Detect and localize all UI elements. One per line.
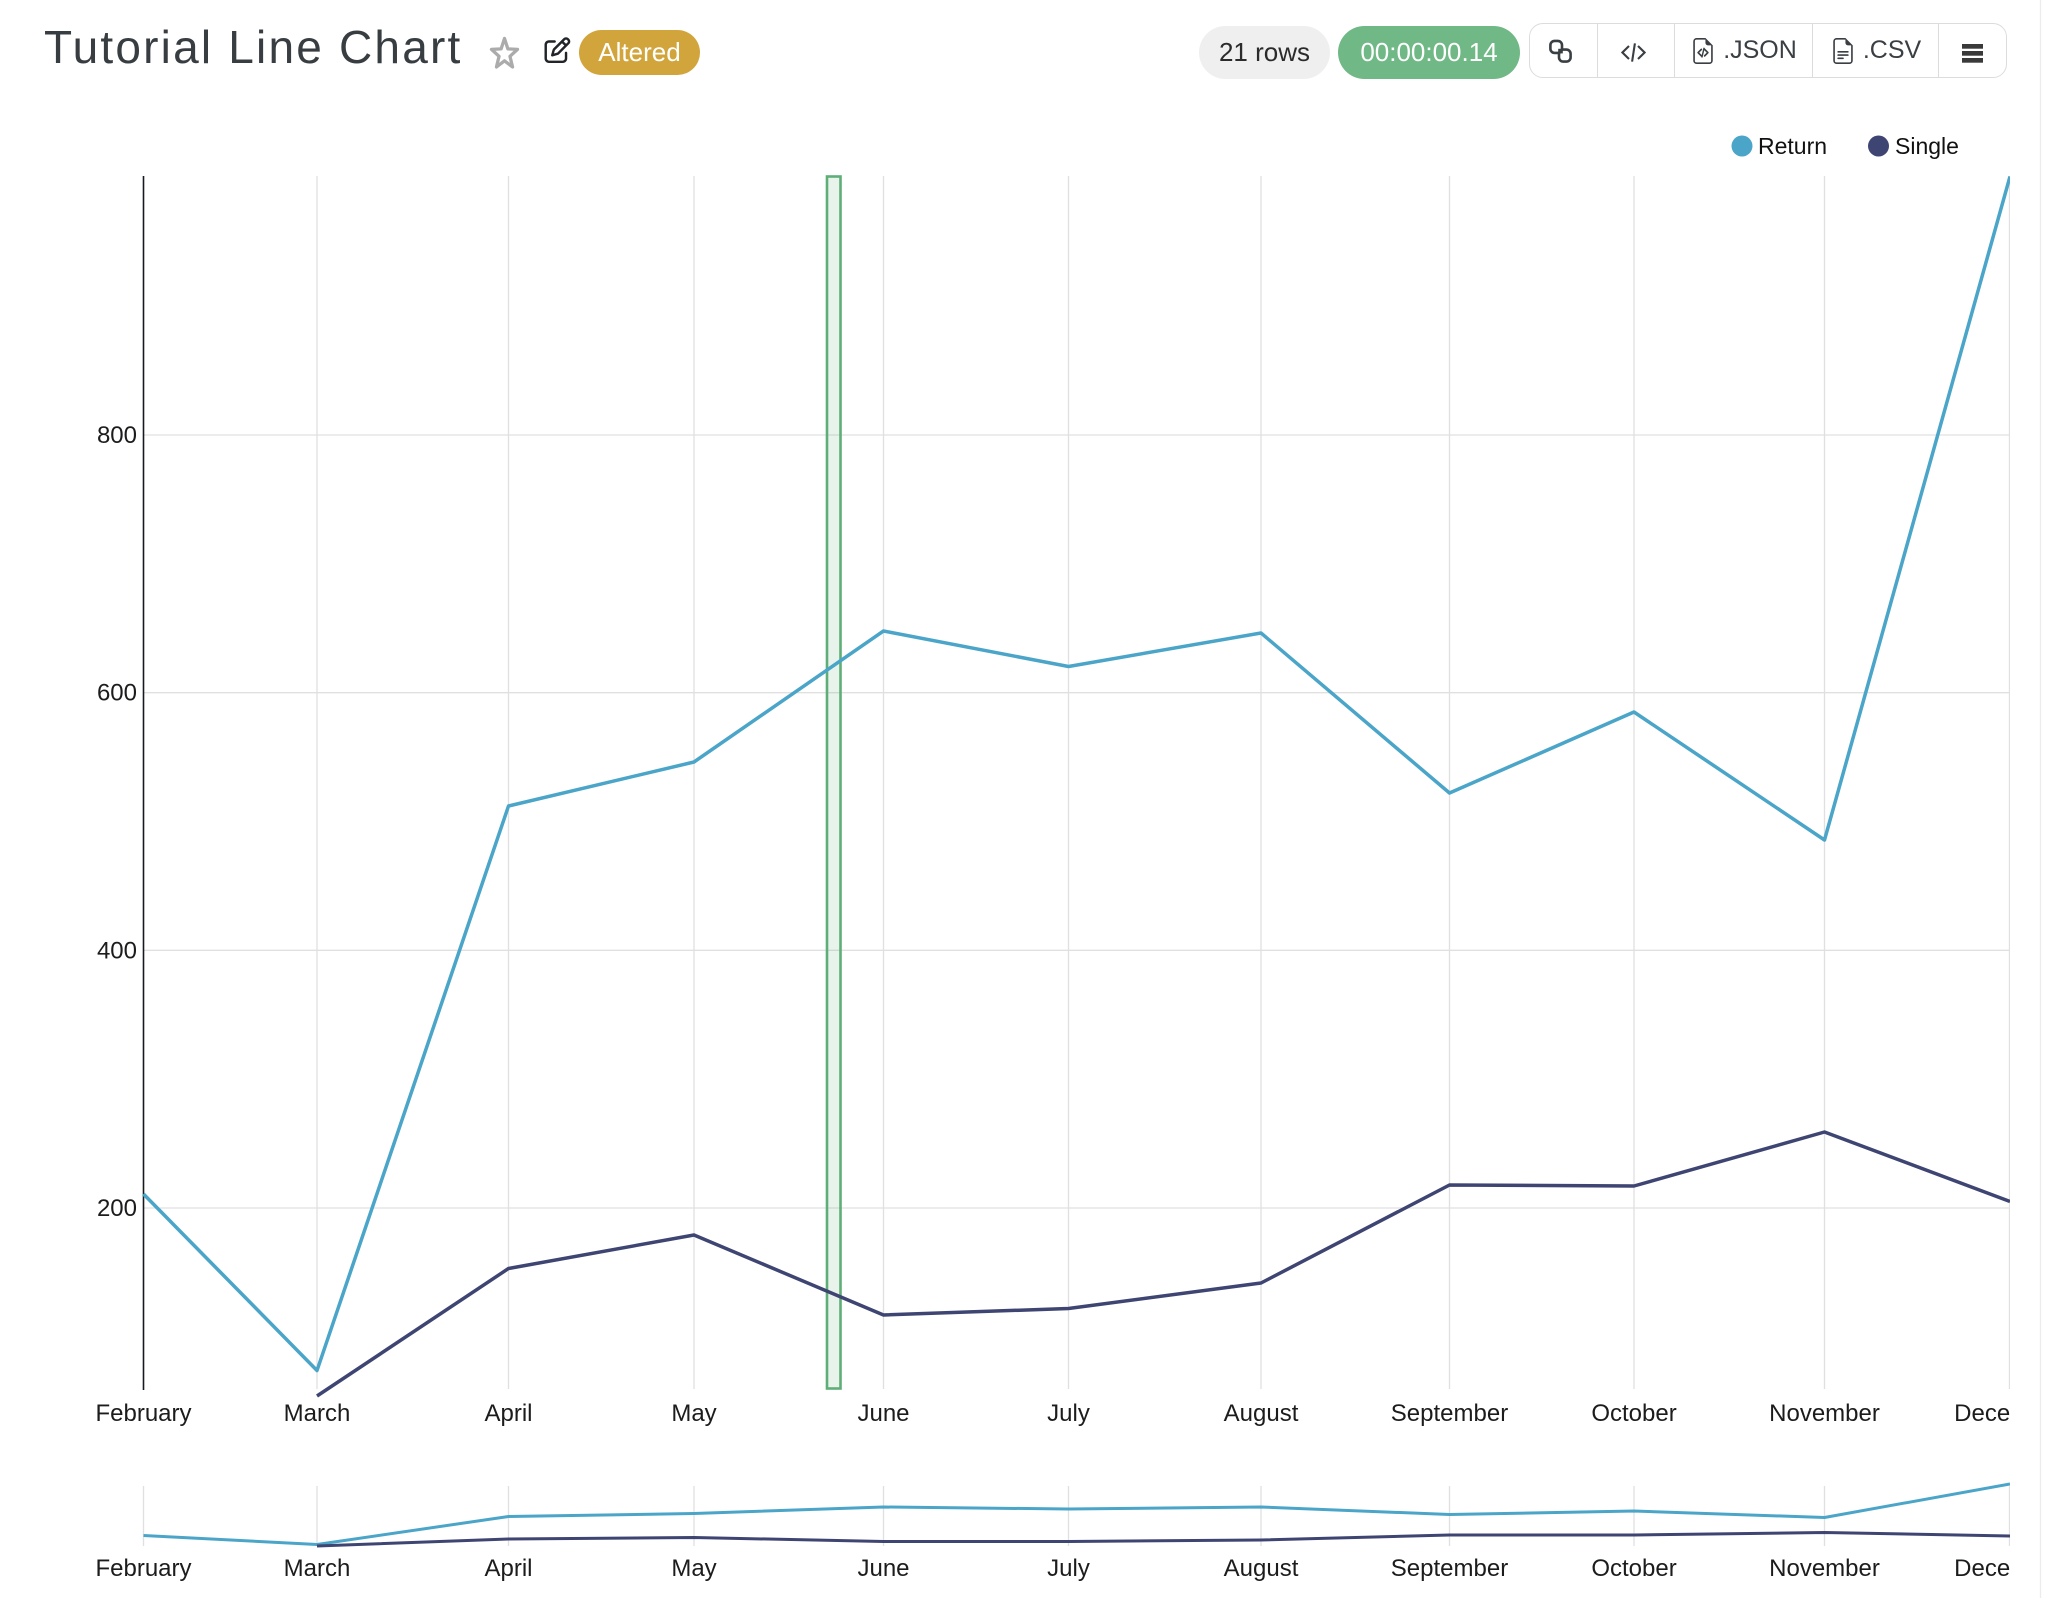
svg-text:March: March [284, 1555, 351, 1582]
svg-text:July: July [1047, 1400, 1090, 1427]
svg-text:April: April [484, 1555, 532, 1582]
svg-text:800: 800 [97, 422, 137, 449]
svg-text:400: 400 [97, 937, 137, 964]
svg-text:October: October [1591, 1555, 1676, 1582]
svg-text:December: December [1954, 1400, 2050, 1427]
svg-text:August: August [1224, 1555, 1299, 1582]
svg-text:June: June [857, 1555, 909, 1582]
svg-text:February: February [95, 1400, 191, 1427]
svg-text:September: September [1391, 1555, 1508, 1582]
svg-text:Return: Return [1758, 133, 1827, 159]
svg-text:August: August [1224, 1400, 1299, 1427]
svg-text:November: November [1769, 1555, 1880, 1582]
svg-text:December: December [1954, 1555, 2050, 1582]
svg-text:Single: Single [1895, 133, 1959, 159]
svg-text:June: June [857, 1400, 909, 1427]
svg-text:200: 200 [97, 1195, 137, 1222]
svg-text:May: May [671, 1555, 716, 1582]
svg-text:September: September [1391, 1400, 1508, 1427]
svg-text:February: February [95, 1555, 191, 1582]
svg-text:600: 600 [97, 680, 137, 707]
svg-text:November: November [1769, 1400, 1880, 1427]
svg-text:October: October [1591, 1400, 1676, 1427]
svg-text:March: March [284, 1400, 351, 1427]
svg-text:May: May [671, 1400, 716, 1427]
svg-text:July: July [1047, 1555, 1090, 1582]
svg-text:April: April [484, 1400, 532, 1427]
